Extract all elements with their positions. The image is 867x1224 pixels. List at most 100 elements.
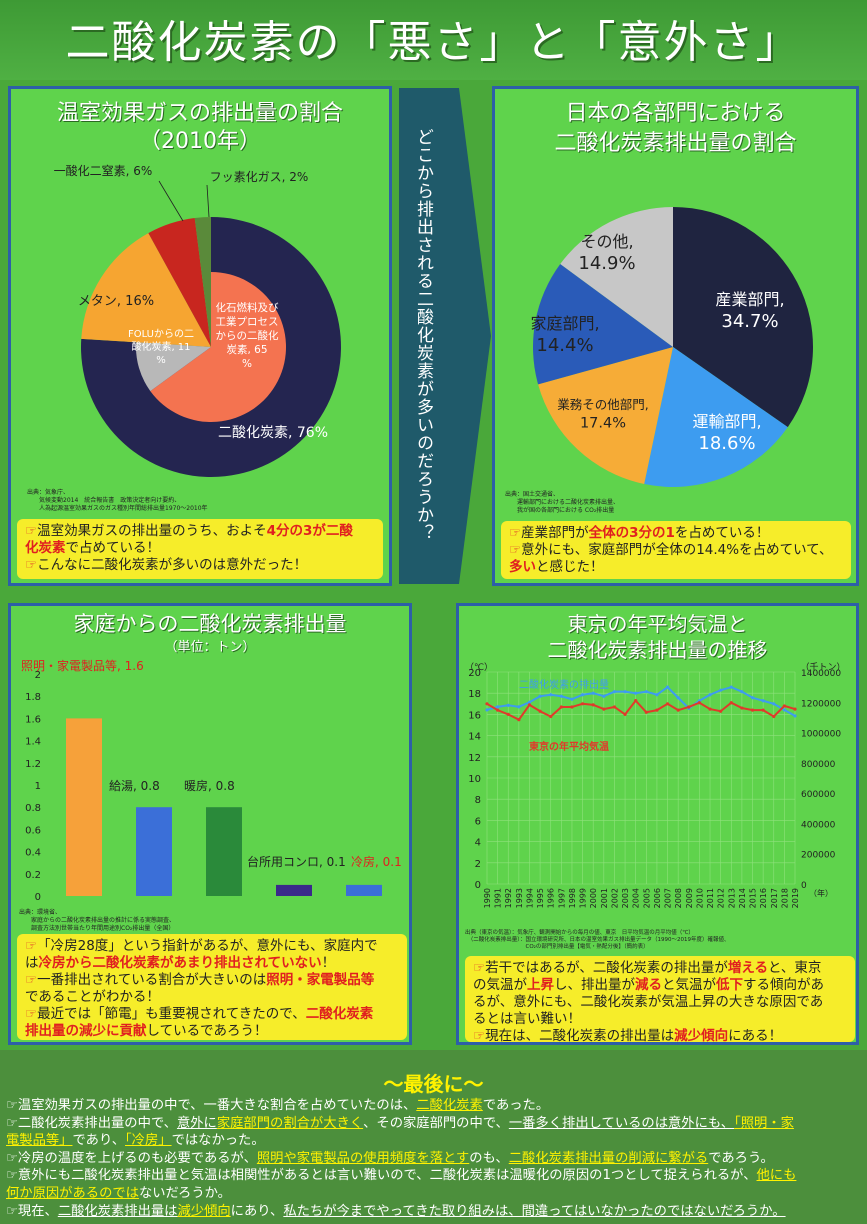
sector-note-emph: 多い <box>509 559 536 575</box>
household-note-text: 一番排出されている割合が大きいのは <box>37 972 267 988</box>
summary-text: 私たちが今までやってきた取り組みは、間違ってはいなかったのではないだろうか。 <box>283 1203 786 1219</box>
sector-label-name-0: 産業部門, <box>715 290 784 309</box>
series-point-1 <box>517 718 521 722</box>
x-tick: 1992 <box>504 888 513 908</box>
summary-text: 温室効果ガスの排出量の中で、一番大きな割合を占めていたのは、 <box>17 1098 417 1113</box>
series-point-1 <box>793 707 797 711</box>
series-point-1 <box>623 712 627 716</box>
household-note-text: は <box>25 955 39 971</box>
x-tick: 1998 <box>568 888 577 908</box>
y-left-label: （℃） <box>465 662 493 673</box>
summary-text: ないだろうか。 <box>138 1185 231 1201</box>
tokyo-note-emph: 上昇 <box>527 977 554 993</box>
series-point-1 <box>719 709 723 713</box>
ghg-note-text: 温室効果ガスの排出量のうち、およそ <box>37 523 267 539</box>
tokyo-panel: 東京の年平均気温と 二酸化炭素排出量の推移 （℃） （千トン） 0 2 4 6 8 10 12 1… <box>456 603 859 1045</box>
series-point-0 <box>559 694 563 698</box>
series-point-0 <box>655 693 659 697</box>
ghg-note: ☞温室効果ガスの排出量のうち、およそ4分の3が二酸 化炭素で占めている！ ☞こん… <box>17 519 383 579</box>
summary-text: にあり、 <box>230 1203 284 1219</box>
series-point-0 <box>506 703 510 707</box>
ghg-note-emph: 化炭素 <box>25 540 66 556</box>
bar-ytick: 2 <box>35 670 41 681</box>
x-tick: 1990 <box>483 888 492 908</box>
summary-text: 一番多く排出しているのは意外にも、 <box>508 1115 735 1131</box>
sector-slice-3 <box>533 264 673 385</box>
tokyo-note-text: と気温が <box>662 977 716 993</box>
pointing-hand-icon: ☞ <box>509 525 522 541</box>
x-tick: 2001 <box>600 888 609 908</box>
household-bar-chart: 0 0.2 0.4 0.6 0.8 1 1.2 1.4 1.6 1.8 2照明・家電製品等, 1.6… <box>21 658 402 903</box>
sector-label-value-4: 14.9% <box>578 253 635 274</box>
series-point-1 <box>697 701 702 705</box>
summary-emph: 何か原因があるのでは <box>6 1185 139 1201</box>
ghg-pie-chart: 二酸化炭素, 76% メタン, 16% 一酸化二窒素, 6% フッ素化ガス, 2% 化石… <box>54 163 341 477</box>
x-tick: 2000 <box>589 888 598 908</box>
sector-label-name-4: その他, <box>580 232 633 251</box>
series-point-1 <box>496 708 500 712</box>
summary-emph: 減少傾向 <box>177 1203 231 1219</box>
sector-subtitle: 二酸化炭素排出量の割合 <box>554 131 797 156</box>
ghg-year: （2010年） <box>139 129 261 154</box>
x-tick: 1994 <box>525 888 534 908</box>
ghg-slice-1 <box>81 233 211 347</box>
middle-question: どこから排出される二酸化炭素が多いのだろうか？ <box>413 128 433 542</box>
series-point-0 <box>761 699 765 703</box>
bar-4 <box>346 884 382 896</box>
series-point-1 <box>676 708 680 712</box>
series-point-0 <box>496 705 500 709</box>
x-tick: 2018 <box>780 888 789 908</box>
x-tick: 1999 <box>579 888 588 908</box>
sector-label-value-3: 14.4% <box>536 335 593 356</box>
summary-emph: 家庭部門の割合が大きく <box>216 1115 364 1131</box>
y-left-tick: 16 <box>468 710 481 721</box>
series-point-0 <box>634 691 638 695</box>
pointing-hand-icon: ☞ <box>25 557 38 573</box>
series-point-1 <box>729 701 733 705</box>
x-label: （年） <box>809 888 833 898</box>
tokyo-note-text: と、東京 <box>767 960 822 976</box>
pointing-hand-icon: ☞ <box>473 960 486 976</box>
x-tick: 2015 <box>749 888 758 908</box>
sector-label-value-1: 18.6% <box>698 433 755 454</box>
bar-label-3: 台所用コンロ, 0.1 <box>247 854 346 869</box>
series-point-0 <box>644 690 648 694</box>
sector-note-text: 意外にも、家庭部門が全体の14.4%を占めていて、 <box>521 542 833 558</box>
summary-text: であろう。 <box>708 1150 774 1166</box>
sector-label-name-1: 運輸部門, <box>692 412 761 431</box>
ghg-inner-slice-0 <box>150 272 286 423</box>
bar-label-4: 冷房, 0.1 <box>351 854 402 869</box>
tokyo-note-emph: 増える <box>727 960 768 976</box>
x-tick: 2019 <box>791 888 800 908</box>
household-note-text: ！ <box>321 955 336 971</box>
household-unit: （単位：トン） <box>164 640 256 655</box>
x-tick: 2008 <box>674 888 683 908</box>
household-note-text: 「冷房28度」という指針があるが、意外にも、家庭内で <box>37 938 378 954</box>
series-point-1 <box>687 705 691 709</box>
sector-label-name-3: 家庭部門, <box>530 314 599 333</box>
tokyo-note-emph: 減る <box>635 977 662 993</box>
bar-ytick: 1.6 <box>25 714 41 725</box>
bar-3 <box>276 884 312 896</box>
series-point-0 <box>612 690 617 694</box>
series-line-1 <box>486 699 796 721</box>
bar-ytick: 0.2 <box>25 870 41 881</box>
series-point-1 <box>538 709 542 713</box>
summary-emph: 照明や家電製品の使用頻度を落とす <box>256 1150 470 1166</box>
series-point-1 <box>750 708 755 712</box>
tokyo-note-text: 現在は、二酸化炭素の排出量は <box>485 1028 675 1044</box>
bar-1 <box>136 807 172 896</box>
ghg-leader-line <box>206 184 210 218</box>
x-tick: 2006 <box>653 888 662 908</box>
series-name-temp: 東京の年平均気温 <box>529 740 609 753</box>
ghg-source: 出典：気象庁、 気候変動2014 統合報告書 政策決定者向け要約、 人為起源温室… <box>27 489 208 512</box>
sector-slice-4 <box>560 207 673 347</box>
bar-label-0: 照明・家電製品等, 1.6 <box>21 658 144 673</box>
summary-emph: 二酸化炭素排出量の削減に繋がる <box>508 1150 709 1166</box>
series-point-1 <box>527 703 532 707</box>
pointing-hand-icon: ☞ <box>473 1028 486 1044</box>
household-note-text: しているであろう！ <box>146 1023 268 1039</box>
bar-ytick: 1.4 <box>25 737 41 748</box>
household-panel: 家庭からの二酸化炭素排出量 （単位：トン） 0 0.2 0.4 0.6 0.8 1 1.2 1… <box>8 603 412 1045</box>
series-point-0 <box>517 705 521 709</box>
